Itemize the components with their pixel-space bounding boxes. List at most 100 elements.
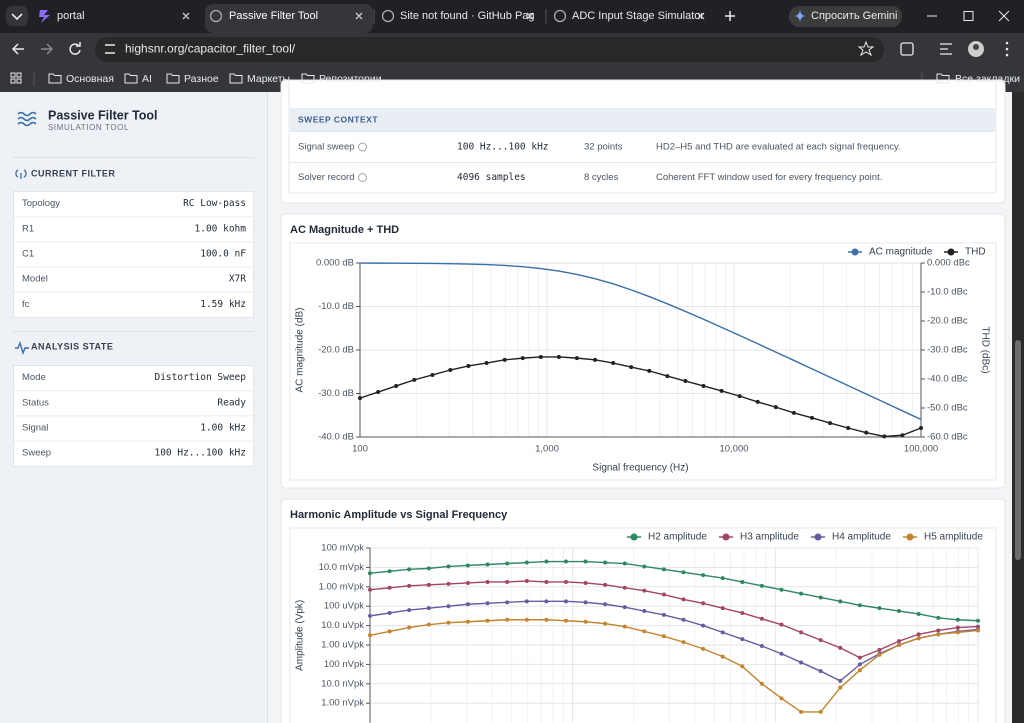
data-point [857,603,862,608]
data-point [485,618,490,623]
data-point [485,601,490,606]
legend-label[interactable]: H3 amplitude [740,532,799,543]
data-point [720,576,725,581]
data-point [683,379,688,384]
data-point [661,592,666,597]
data-point [622,561,627,566]
tab-title[interactable]: Passive Filter Tool [229,10,318,22]
tab-icon [39,10,50,23]
data-point [574,356,579,361]
reload[interactable] [69,42,81,55]
all-bookmarks[interactable]: Все закладки [955,73,1020,85]
help-icon[interactable] [358,173,367,182]
bookmark[interactable]: Репозитории [319,73,382,85]
apps[interactable] [10,72,22,84]
data-point [955,617,960,622]
bookmark-star[interactable] [857,40,875,57]
data-point [556,354,561,359]
data-point [701,601,706,606]
data-point [857,655,862,660]
maximize[interactable] [963,11,974,21]
data-point [681,640,686,645]
tab-title[interactable]: portal [57,10,85,22]
info-value: Distortion Sweep [154,372,246,383]
gemini-label: Спросить Gemini [811,10,897,22]
y-axis-title: Amplitude (Vpk) [295,600,306,671]
scrollbar-thumb[interactable] [1015,340,1021,560]
x-tick-label: 100,000 [904,444,938,455]
folder-icon [936,73,950,84]
legend-label[interactable]: H4 amplitude [832,532,891,543]
x-tick-label: 100 [352,444,368,455]
y2-tick-label: -10.0 dBc [927,287,968,298]
y-tick-label: 1.00 uVpk [321,640,364,651]
data-point [740,610,745,615]
back[interactable] [11,43,24,55]
data-point [407,583,412,588]
data-point [376,390,381,395]
new-tab[interactable] [725,11,735,21]
omnibox[interactable] [95,37,884,62]
series-line [359,262,922,421]
legend-label[interactable]: H5 amplitude [924,532,983,543]
data-point [622,585,627,590]
bookmark[interactable]: AI [142,73,152,85]
extensions[interactable] [900,42,914,56]
info-value: 100 Hz...100 kHz [154,448,246,459]
data-point [809,415,814,420]
url[interactable]: highsnr.org/capacitor_filter_tool/ [125,42,296,56]
data-point [583,600,588,605]
x-tick-label: 1,000 [535,444,559,455]
y-tick-label: 10.0 mVpk [319,562,365,573]
data-point [603,621,608,626]
series-line [369,580,979,659]
data-point [759,681,764,686]
legend-marker [947,248,955,256]
info-key: Mode [22,372,46,383]
y-tick-label: 10.0 nVpk [321,678,364,689]
gemini-icon [794,10,806,22]
forward[interactable] [41,43,54,55]
data-point [701,646,706,651]
data-point [759,616,764,621]
close-window[interactable] [998,10,1010,22]
data-point [779,587,784,592]
info-value: RC Low-pass [183,198,246,209]
data-point [799,591,804,596]
y-tick-label: -30.0 dB [318,388,354,399]
data-point [897,639,902,644]
data-point [593,357,598,362]
gemini-button[interactable] [789,6,902,27]
help-icon[interactable] [358,142,368,152]
data-point [368,613,372,618]
x-axis-title: Signal frequency (Hz) [592,463,688,474]
data-point [563,618,568,623]
bookmark[interactable]: Основная [66,73,114,85]
bookmark[interactable]: Маркеты [247,73,290,85]
site-info[interactable] [105,44,115,54]
data-point [846,426,851,431]
data-point [701,573,706,578]
data-point [737,394,742,399]
info-value: 1.00 kohm [195,223,247,234]
data-point [665,374,670,379]
active-tab[interactable] [205,4,373,33]
tab-title[interactable]: Site not found · GitHub Pag [400,10,535,22]
tab-icon [553,9,567,23]
tab-search[interactable] [6,6,28,26]
tab-title[interactable]: ADC Input Stage Simulator [572,10,704,22]
legend-label[interactable]: THD [965,247,986,258]
data-point [544,579,549,584]
legend-label[interactable]: H2 amplitude [648,532,707,543]
data-point [661,567,666,572]
tab-close[interactable] [182,12,705,20]
data-point [740,664,745,669]
media[interactable] [940,43,952,55]
legend-label[interactable]: AC magnitude [869,247,933,258]
bookmark[interactable]: Разное [184,73,219,85]
data-point [465,563,470,568]
y-tick-label: 100 uVpk [324,601,364,612]
data-point [412,377,417,382]
data-point [799,660,804,665]
